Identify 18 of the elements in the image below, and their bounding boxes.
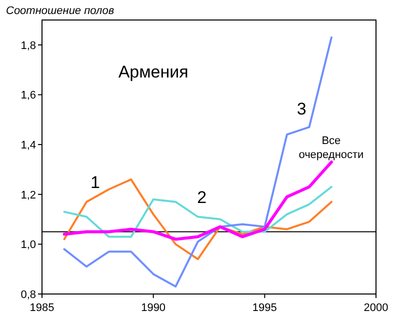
series-label: 2 [197, 188, 207, 207]
y-tick-label: 1,6 [20, 90, 36, 102]
y-tick-label: 1,8 [20, 40, 36, 52]
y-tick-label: 0,8 [20, 289, 36, 301]
series-label: 1 [90, 172, 100, 192]
text: Армения [118, 62, 188, 82]
y-tick-label: 1,0 [20, 239, 36, 252]
x-tick-label: 1985 [30, 302, 54, 314]
line-series [63, 178, 332, 260]
y-axis-title: Соотношение полов [6, 5, 114, 17]
y-tick-label: 1,2 [20, 189, 36, 202]
x-tick-label: 2000 [364, 302, 388, 314]
series-label: Все очередности [298, 134, 364, 161]
x-tick-label: 1995 [252, 302, 277, 314]
x-tick-label: 1990 [141, 302, 166, 314]
line-series [62, 160, 333, 241]
series-label: 3 [296, 100, 306, 119]
y-tick-label: 1,4 [20, 140, 36, 152]
